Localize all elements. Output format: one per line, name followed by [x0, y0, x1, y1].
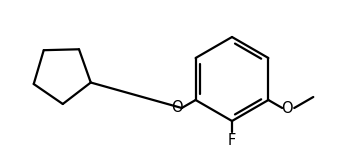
Text: F: F	[228, 133, 236, 148]
Text: O: O	[171, 101, 182, 116]
Text: O: O	[281, 101, 293, 116]
